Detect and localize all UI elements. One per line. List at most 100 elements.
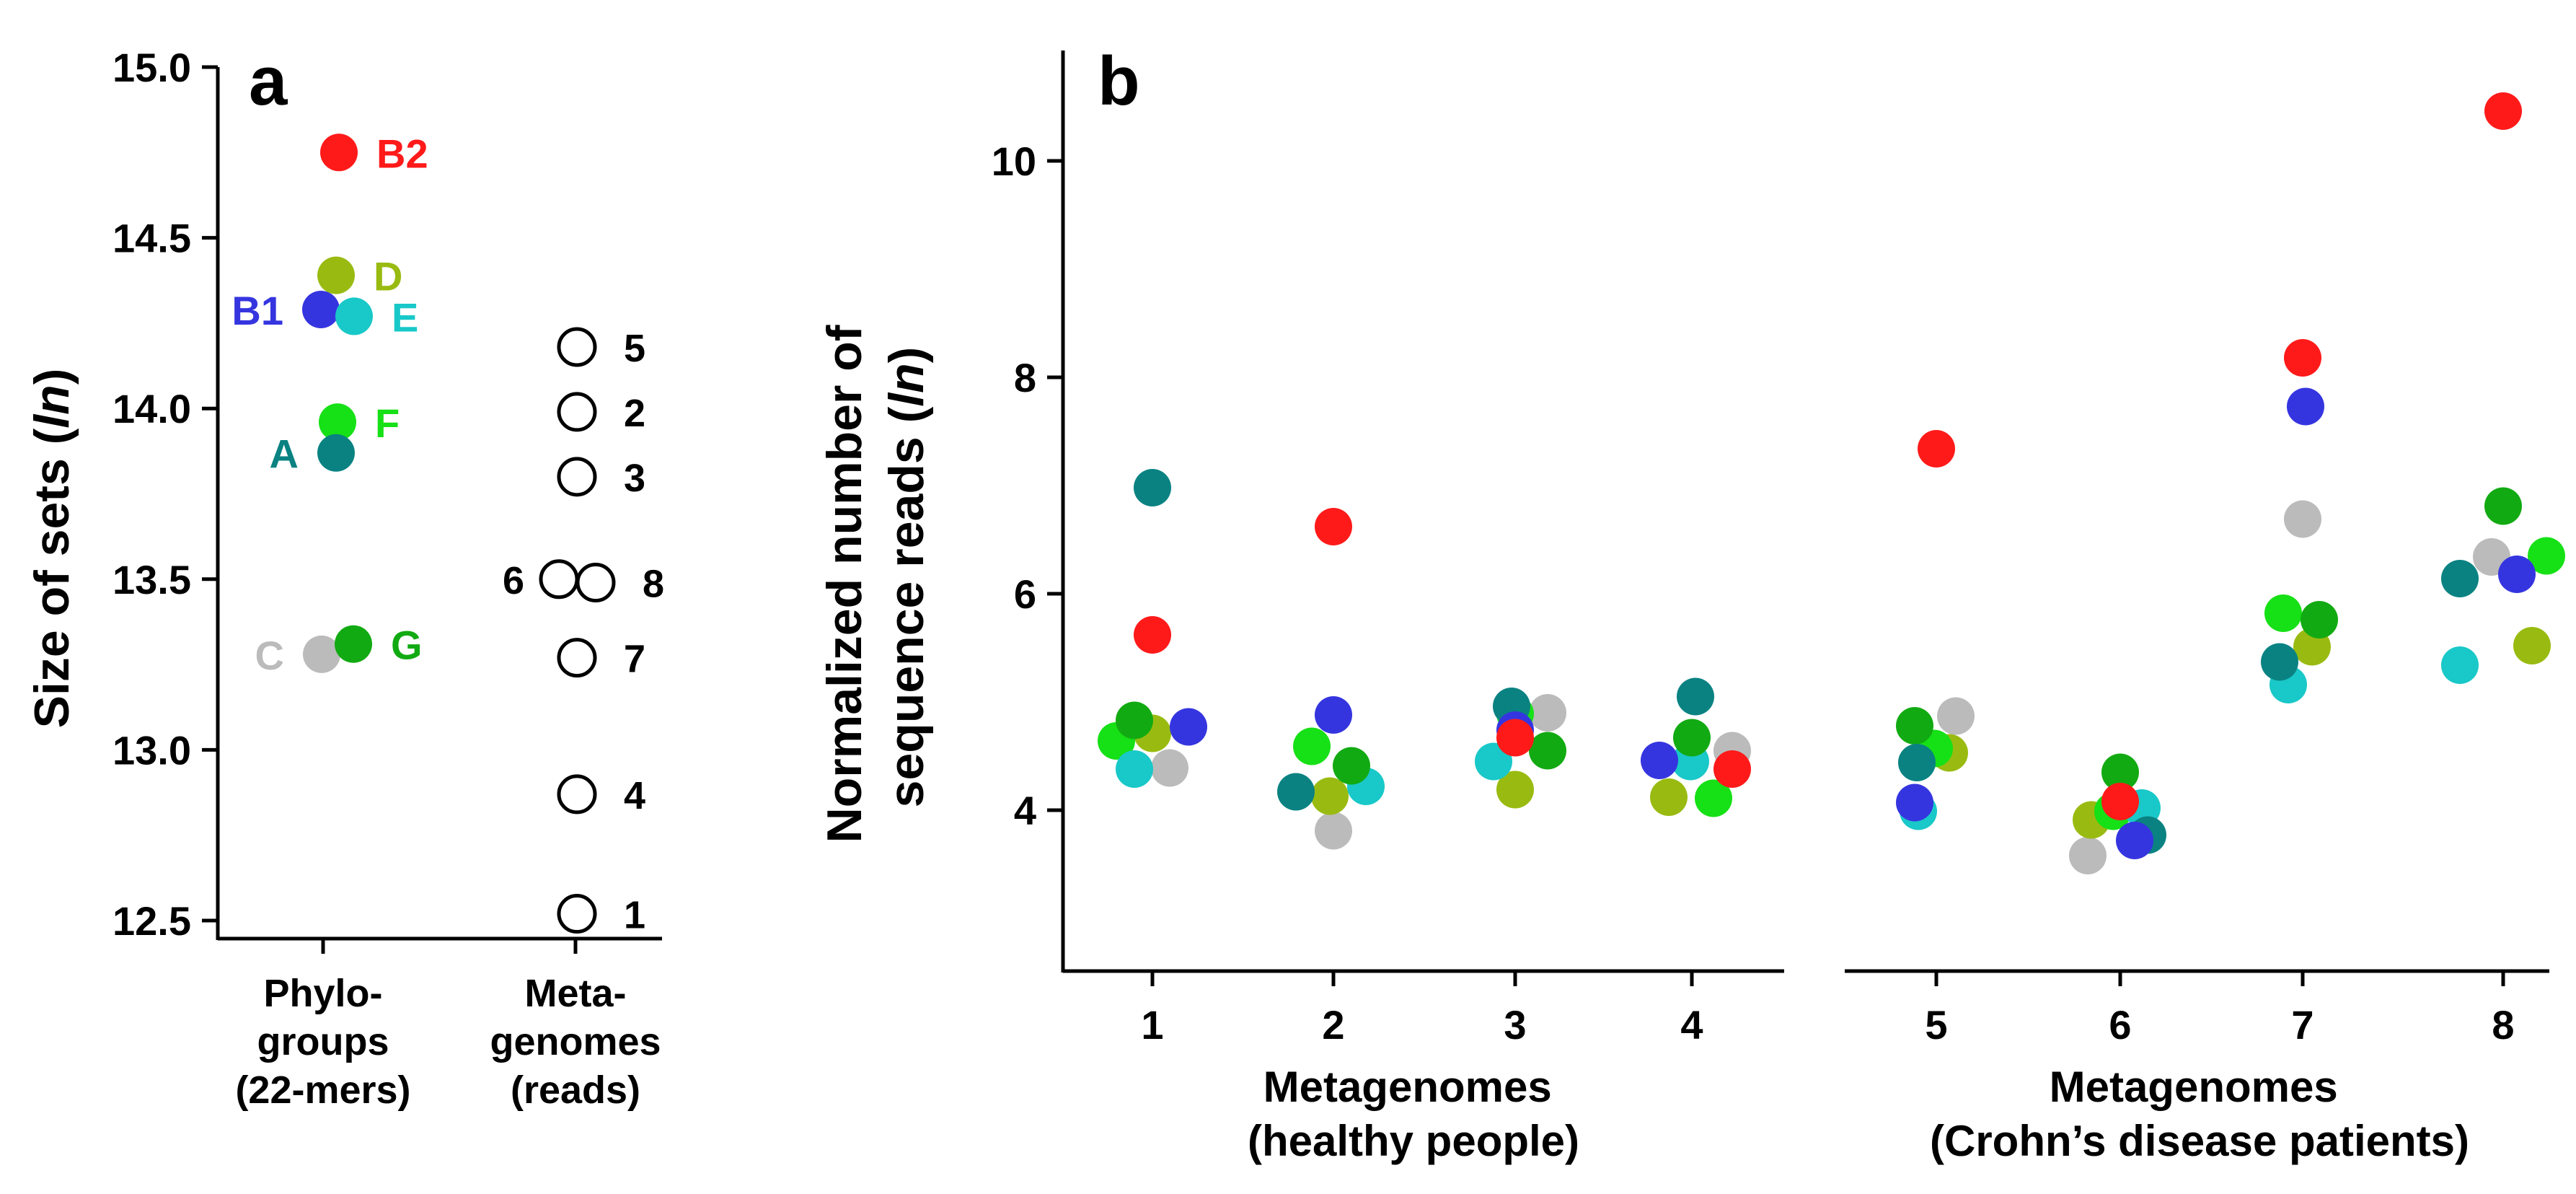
- phylogroup-point-d: [317, 256, 355, 294]
- point-f-metagenome-8: [2528, 537, 2565, 575]
- point-b2-metagenome-6: [2101, 783, 2139, 820]
- phylogroup-point-e: [335, 297, 373, 335]
- phylogroup-label-f: F: [375, 400, 400, 446]
- point-g-metagenome-6: [2101, 753, 2139, 791]
- phylogroup-point-c: [303, 635, 340, 673]
- phylogroup-point-b2: [320, 133, 358, 172]
- point-a-metagenome-4: [1677, 677, 1714, 716]
- metagenome-label-6: 6: [503, 559, 524, 602]
- panel-b-y-tick-label: 10: [992, 139, 1036, 184]
- metagenome-point-6: [539, 559, 579, 600]
- point-d-metagenome-8: [2513, 627, 2551, 664]
- metagenome-point-7: [557, 638, 597, 678]
- metagenome-label-8: 8: [643, 563, 664, 606]
- panel-a-x-category-label: Phylo-groups (22-mers): [235, 972, 410, 1112]
- point-c-metagenome-2: [1315, 812, 1352, 850]
- point-b1-metagenome-8: [2498, 556, 2536, 593]
- point-b2-metagenome-5: [1918, 430, 1955, 467]
- point-c-metagenome-3: [1529, 694, 1566, 732]
- panel-b-x-tick-label: 1: [1141, 1002, 1163, 1048]
- metagenome-point-4: [557, 774, 597, 815]
- point-d-metagenome-4: [1650, 778, 1688, 816]
- phylogroup-label-e: E: [392, 294, 418, 340]
- point-b1-metagenome-1: [1170, 708, 1207, 746]
- phylogroup-label-d: D: [374, 254, 402, 299]
- point-g-metagenome-3: [1529, 732, 1566, 770]
- metagenome-point-1: [557, 894, 597, 934]
- point-f-metagenome-7: [2264, 594, 2302, 632]
- point-d-metagenome-3: [1496, 771, 1534, 809]
- phylogroup-label-g: G: [391, 623, 423, 668]
- panel-b-x-tick-label: 4: [1680, 1002, 1703, 1048]
- point-g-metagenome-4: [1673, 719, 1711, 757]
- point-d-metagenome-2: [1311, 777, 1349, 815]
- point-b2-metagenome-7: [2284, 339, 2321, 377]
- metagenome-point-5: [557, 327, 597, 367]
- panel-b: b 10 8 6 4 1 2 3 4 5 6 7 8 Normalized number of se…: [817, 43, 2565, 1165]
- metagenome-label-2: 2: [624, 392, 645, 435]
- panel-b-group-label-healthy: Metagenomes (healthy people): [1248, 1063, 1579, 1165]
- phylogroup-label-b1: B1: [231, 288, 283, 333]
- panel-b-x-tick-label: 3: [1504, 1002, 1526, 1048]
- metagenome-point-8: [575, 563, 616, 603]
- point-c-metagenome-6: [2069, 837, 2107, 874]
- panel-b-points: [1098, 92, 2565, 874]
- metagenome-label-1: 1: [624, 894, 645, 937]
- point-c-metagenome-1: [1151, 749, 1188, 787]
- panel-a-y-tick-label: 13.0: [113, 727, 191, 773]
- phylogroup-point-b1: [302, 290, 340, 328]
- panel-b-y-tick-label: 8: [1014, 355, 1036, 400]
- panel-a-y-tick-label: 13.5: [113, 557, 191, 602]
- panel-b-y-tick-label: 4: [1014, 788, 1036, 833]
- metagenome-label-5: 5: [624, 327, 645, 370]
- point-b2-metagenome-2: [1315, 508, 1352, 545]
- phylogroup-point-g: [335, 625, 372, 663]
- panel-a-y-tick-label: 14.0: [113, 386, 191, 431]
- panel-b-x-tick-label: 7: [2291, 1002, 2313, 1048]
- metagenome-point-3: [557, 457, 597, 497]
- point-b1-metagenome-5: [1896, 783, 1933, 822]
- point-a-metagenome-2: [1277, 773, 1315, 811]
- point-e-metagenome-8: [2441, 646, 2479, 684]
- point-a-metagenome-5: [1898, 744, 1936, 781]
- panel-a-label: a: [249, 43, 288, 120]
- point-g-metagenome-7: [2301, 601, 2338, 638]
- metagenome-label-4: 4: [624, 774, 645, 817]
- point-b1-metagenome-6: [2116, 822, 2153, 859]
- metagenome-label-7: 7: [624, 638, 645, 681]
- point-g-metagenome-8: [2484, 487, 2522, 525]
- panel-b-x-tick-label: 8: [2492, 1002, 2514, 1048]
- point-g-metagenome-1: [1116, 701, 1153, 739]
- panel-a-y-tick-label: 14.5: [113, 216, 191, 261]
- panel-a-y-ticks: 15.0 14.5 14.0 13.5 13.0 12.5: [113, 45, 218, 944]
- point-a-metagenome-1: [1134, 469, 1171, 506]
- point-b1-metagenome-4: [1641, 742, 1678, 779]
- point-b1-metagenome-2: [1315, 696, 1352, 734]
- point-g-metagenome-2: [1333, 747, 1370, 785]
- panel-b-x-ticks: 1 2 3 4 5 6 7 8: [1141, 971, 2515, 1048]
- panel-b-group-label-crohns: Metagenomes (Crohn’s disease patients): [1930, 1063, 2469, 1165]
- panel-b-x-tick-label: 5: [1925, 1002, 1947, 1048]
- phylogroup-point-f: [319, 403, 356, 442]
- panel-a-points: B2 D B1 E F A C G 5 2 3 6 8 7 4 1: [231, 131, 664, 936]
- point-a-metagenome-8: [2441, 560, 2479, 597]
- panel-a-y-tick-label: 12.5: [113, 898, 191, 944]
- point-b2-metagenome-3: [1496, 719, 1534, 757]
- point-e-metagenome-3: [1475, 742, 1512, 781]
- panel-b-x-tick-label: 2: [1322, 1002, 1344, 1048]
- point-b1-metagenome-7: [2287, 387, 2324, 426]
- point-c-metagenome-5: [1937, 697, 1975, 735]
- panel-a: a 15.0 14.5 14.0 13.5 13.0 12.5 Phylo-groups(…: [25, 43, 664, 1112]
- panel-a-x-categories: Phylo-groups (22-mers) Meta-genomes (reads): [235, 939, 661, 1112]
- panel-b-y-axis-label: Normalized number of sequence reads (ln): [817, 312, 934, 843]
- panel-b-x-tick-label: 6: [2109, 1002, 2131, 1048]
- panel-b-y-tick-label: 6: [1014, 571, 1036, 617]
- phylogroup-label-a: A: [270, 431, 299, 477]
- panel-b-label: b: [1098, 43, 1140, 120]
- phylogroup-label-c: C: [255, 633, 284, 678]
- phylogroup-point-a: [317, 434, 355, 472]
- point-c-metagenome-7: [2284, 500, 2321, 538]
- panel-a-x-category-label: Meta-genomes (reads): [490, 972, 661, 1112]
- point-a-metagenome-7: [2261, 643, 2298, 681]
